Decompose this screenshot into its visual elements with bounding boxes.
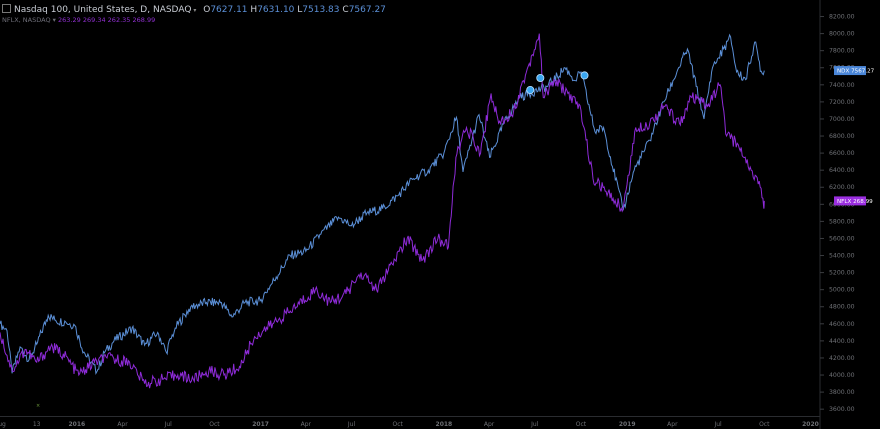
price-tick-label: 8200.00 (829, 14, 855, 21)
last-label-nflx: NFLX 268.99 (834, 196, 873, 206)
time-tick-label: Apr (301, 421, 312, 428)
price-tick-label: 3600.00 (829, 406, 855, 413)
compare-low: 262.35 (107, 16, 131, 24)
time-tick-label: Oct (759, 421, 770, 428)
price-tick-label: 6800.00 (829, 133, 855, 140)
compare-high: 269.34 (82, 16, 106, 24)
price-tick-label: 5400.00 (829, 253, 855, 260)
last-label-text: NDX 7567.27 (837, 69, 875, 75)
price-tick-label: 7200.00 (829, 99, 855, 106)
time-tick-label: 2020 (802, 421, 819, 428)
close-label: C (342, 5, 349, 15)
time-tick-label: 2018 (436, 421, 453, 428)
open-label: O (203, 5, 211, 15)
price-tick-label: 6400.00 (829, 167, 855, 174)
price-tick-label: 7400.00 (829, 82, 855, 89)
price-tick-label: 7000.00 (829, 116, 855, 123)
last-label-bg (834, 66, 866, 76)
price-tick-label: 7800.00 (829, 48, 855, 55)
ohlc-values: O7627.11 H7631.10 L7513.83 C7567.27 (203, 5, 386, 15)
price-tick-label: 5200.00 (829, 270, 855, 277)
price-tick-label: 4400.00 (829, 338, 855, 345)
price-tick-label: 3800.00 (829, 389, 855, 396)
time-tick-label: 2016 (68, 421, 85, 428)
close-value: 7567.27 (348, 5, 386, 15)
compare-close: 268.99 (132, 16, 156, 24)
price-tick-label: 6200.00 (829, 184, 855, 191)
series-line-ndx[interactable] (0, 33, 765, 376)
price-tick-label: 4800.00 (829, 304, 855, 311)
time-tick-label: Jul (530, 421, 539, 428)
open-value: 7627.11 (210, 5, 248, 15)
time-tick-label: Apr (117, 421, 128, 428)
plot-area[interactable]: × (0, 33, 765, 409)
compare-symbol: NFLX, NASDAQ (2, 16, 51, 24)
price-tick-label: 5600.00 (829, 235, 855, 242)
event-marker-2[interactable] (580, 71, 589, 80)
time-tick-label: Oct (576, 421, 587, 428)
dividend-marker[interactable]: × (36, 403, 40, 409)
high-value: 7631.10 (257, 5, 295, 15)
time-axis[interactable]: Aug 13 2016 Apr Jul Oct 2017 Apr Jul Oct 2018 Apr Ju… (0, 421, 819, 428)
last-label-ndx: NDX 7567.27 (834, 66, 875, 76)
symbol-title: Nasdaq 100, United States, D, NASDAQ (14, 5, 192, 15)
price-tick-label: 6600.00 (829, 150, 855, 157)
time-tick-label: 2019 (619, 421, 636, 428)
time-tick-label: Jul (713, 421, 722, 428)
price-tick-label: 8000.00 (829, 31, 855, 38)
main-legend[interactable]: Nasdaq 100, United States, D, NASDAQ ▾ O… (2, 4, 386, 15)
price-tick-label: 4600.00 (829, 321, 855, 328)
time-tick-label: Apr (667, 421, 678, 428)
low-label: L (297, 5, 303, 15)
high-label: H (250, 5, 258, 15)
compare-open: 263.29 (58, 16, 81, 24)
event-marker-1[interactable] (536, 73, 545, 82)
time-tick-label: 13 (33, 421, 41, 428)
time-tick-label: Oct (393, 421, 404, 428)
price-tick-label: 4200.00 (829, 355, 855, 362)
time-tick-label: Jul (347, 421, 356, 428)
time-tick-label: Oct (209, 421, 220, 428)
price-tick-label: 4000.00 (829, 372, 855, 379)
low-value: 7513.83 (302, 5, 340, 15)
dropdown-caret-icon[interactable]: ▾ (191, 7, 197, 14)
time-tick-label: Jul (164, 421, 173, 428)
time-tick-label: Aug (0, 421, 6, 428)
last-label-bg (834, 196, 866, 206)
compare-legend[interactable]: NFLX, NASDAQ ▾ 263.29 269.34 262.35 268.… (2, 16, 155, 24)
last-value-labels: NDX 7567.27 NFLX 268.99 (834, 66, 875, 206)
collapse-toggle-icon[interactable] (2, 4, 11, 13)
event-marker-0[interactable] (526, 85, 535, 94)
time-tick-label: Apr (484, 421, 495, 428)
time-tick-label: 2017 (252, 421, 269, 428)
compare-dropdown-icon[interactable]: ▾ (50, 16, 56, 24)
last-label-text: NFLX 268.99 (837, 199, 873, 205)
series-line-nflx[interactable] (0, 33, 765, 389)
price-tick-label: 5800.00 (829, 218, 855, 225)
price-tick-label: 5000.00 (829, 287, 855, 294)
